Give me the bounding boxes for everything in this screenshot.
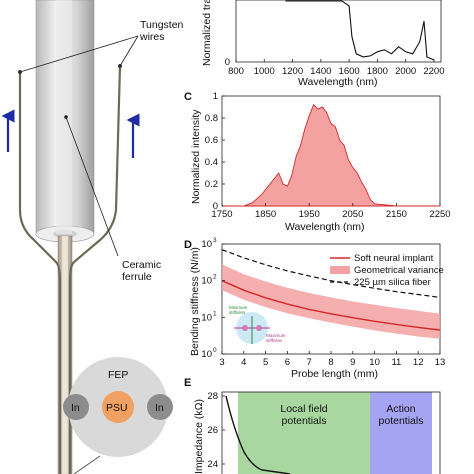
panel-d-xtick: 13: [435, 357, 446, 368]
panel-d-legend: Soft neural implant Geometrical variance…: [330, 253, 444, 288]
psu-circle: [102, 391, 134, 423]
panel-c-xtick: 1950: [299, 209, 320, 220]
legend-variance: Geometrical variance: [354, 265, 444, 276]
tungsten-wire-right: [68, 65, 122, 474]
panel-e-ylabel: Impedance (kΩ): [193, 399, 205, 474]
panel-d-xtick: 7: [307, 357, 312, 368]
in-right-label: In: [155, 402, 164, 414]
panel-c-xtick: 2150: [386, 209, 407, 220]
geometrical-variance-band: [222, 264, 440, 339]
legend-silica: 225 µm silica fiber: [354, 277, 431, 288]
panel-c-letter: C: [184, 91, 192, 103]
panel-c-ytick: 0.2: [205, 179, 218, 190]
panel-a-xtick: 1800: [367, 66, 388, 77]
intensity-area: [222, 103, 440, 207]
transmission-line: [285, 0, 435, 61]
tungsten-wire-left: [18, 72, 62, 474]
inner-fiber: [56, 0, 72, 234]
panel-c-xtick: 2250: [429, 209, 450, 220]
panel-c-ytick: 0.4: [205, 157, 218, 168]
panel-d-xtick: 5: [263, 357, 268, 368]
fep-label: FEP: [108, 369, 128, 381]
panel-d-xtick: 6: [285, 357, 290, 368]
panel-e-ytick: 24: [207, 459, 218, 470]
panel-d-ytick: 10: [201, 239, 212, 250]
panel-d-xtick: 4: [241, 357, 246, 368]
panel-c-xtick: 2050: [342, 209, 363, 220]
panel-d-ytick: 10: [201, 312, 212, 323]
panel-c-xtick: 1750: [211, 209, 232, 220]
panel-d-ytick-exp: 2: [213, 274, 217, 281]
panel-d-ytick-exp: 1: [213, 310, 217, 317]
panel-c-ytick: 0.8: [205, 113, 218, 124]
soft-implant-line: [221, 280, 441, 331]
panel-e-letter: E: [184, 377, 191, 389]
panel-a-xtick: 1200: [282, 66, 303, 77]
panel-e-ytick: 28: [207, 391, 218, 402]
panel-a-ylabel: Normalized tra: [201, 0, 213, 66]
panel-c-ytick: 0.6: [205, 135, 218, 146]
panel-d-xtick: 10: [369, 357, 380, 368]
panel-d-ytick: 10: [201, 276, 212, 287]
panel-d-ytick: 10: [201, 349, 212, 360]
panel-a-xtick: 1000: [254, 66, 275, 77]
panel-e: E Local field potentials Action potentials…: [184, 377, 441, 474]
ap-label: Action potentials: [379, 403, 424, 427]
panel-c-ytick: 0: [213, 201, 218, 212]
panel-d-ylabel: Bending stiffness (N/m): [189, 247, 201, 356]
panel-c-xlabel: Wavelength (nm): [285, 221, 365, 233]
panel-a-xtick: 1400: [310, 66, 331, 77]
panel-c-xtick: 1850: [255, 209, 276, 220]
panel-d-ytick-exp: 0: [213, 347, 217, 354]
psu-label: PSU: [106, 402, 128, 414]
panel-d-ytick-exp: 3: [213, 237, 217, 244]
panel-d-xtick: 3: [219, 357, 224, 368]
panel-a-xtick: 2000: [395, 66, 416, 77]
panel-a-xlabel: Wavelength (nm): [298, 76, 378, 88]
panel-c-ylabel: Normalized intensity: [190, 109, 202, 204]
inset-min-label: Minimum stiffness: [229, 305, 248, 315]
panel-a-xtick: 800: [228, 66, 244, 77]
tungsten-wires-label: Tungsten wires: [139, 19, 184, 43]
lfp-label: Local field potentials: [280, 403, 327, 427]
ap-region: [370, 392, 432, 474]
probe-core: [62, 236, 68, 474]
panel-e-ytick: 26: [207, 425, 218, 436]
impedance-curve: [225, 395, 291, 474]
silica-fiber-line: [221, 249, 441, 298]
panel-d-xtick: 8: [328, 357, 333, 368]
panel-a-xtick: 2200: [423, 66, 444, 77]
panel-c: C 1750 1850 1950 2050 2150 2250 0 0.2 0.4 0.6 0.8 1…: [184, 91, 451, 233]
inset-max-label: Maximum stiffness: [266, 333, 286, 343]
panel-d-xtick: 12: [413, 357, 424, 368]
panel-a: 800 1000 1200 1400 1600 1800 2000 2200 0 Wavelen…: [201, 0, 445, 88]
panel-d-xlabel: Probe length (mm): [291, 368, 378, 380]
panel-d-letter: D: [184, 239, 192, 251]
legend-soft: Soft neural implant: [354, 253, 434, 264]
lfp-region: [238, 392, 370, 474]
panel-a-ytick: 0: [225, 57, 230, 68]
in-left-label: In: [71, 402, 80, 414]
panel-a-xtick: 1600: [339, 66, 360, 77]
in-right-circle: [147, 394, 173, 420]
panel-d-xtick: 9: [350, 357, 355, 368]
panel-c-ytick: 1: [213, 91, 218, 102]
device-illustration: Tungsten wires Ceramic ferrule FEP In PSU …: [1, 0, 184, 474]
stiffness-inset: Minimum stiffness Maximum stiffness: [229, 305, 286, 344]
in-left-circle: [63, 394, 89, 420]
panel-d-xtick: 11: [391, 357, 401, 368]
ceramic-ferrule-label: Ceramic ferrule: [122, 259, 161, 283]
